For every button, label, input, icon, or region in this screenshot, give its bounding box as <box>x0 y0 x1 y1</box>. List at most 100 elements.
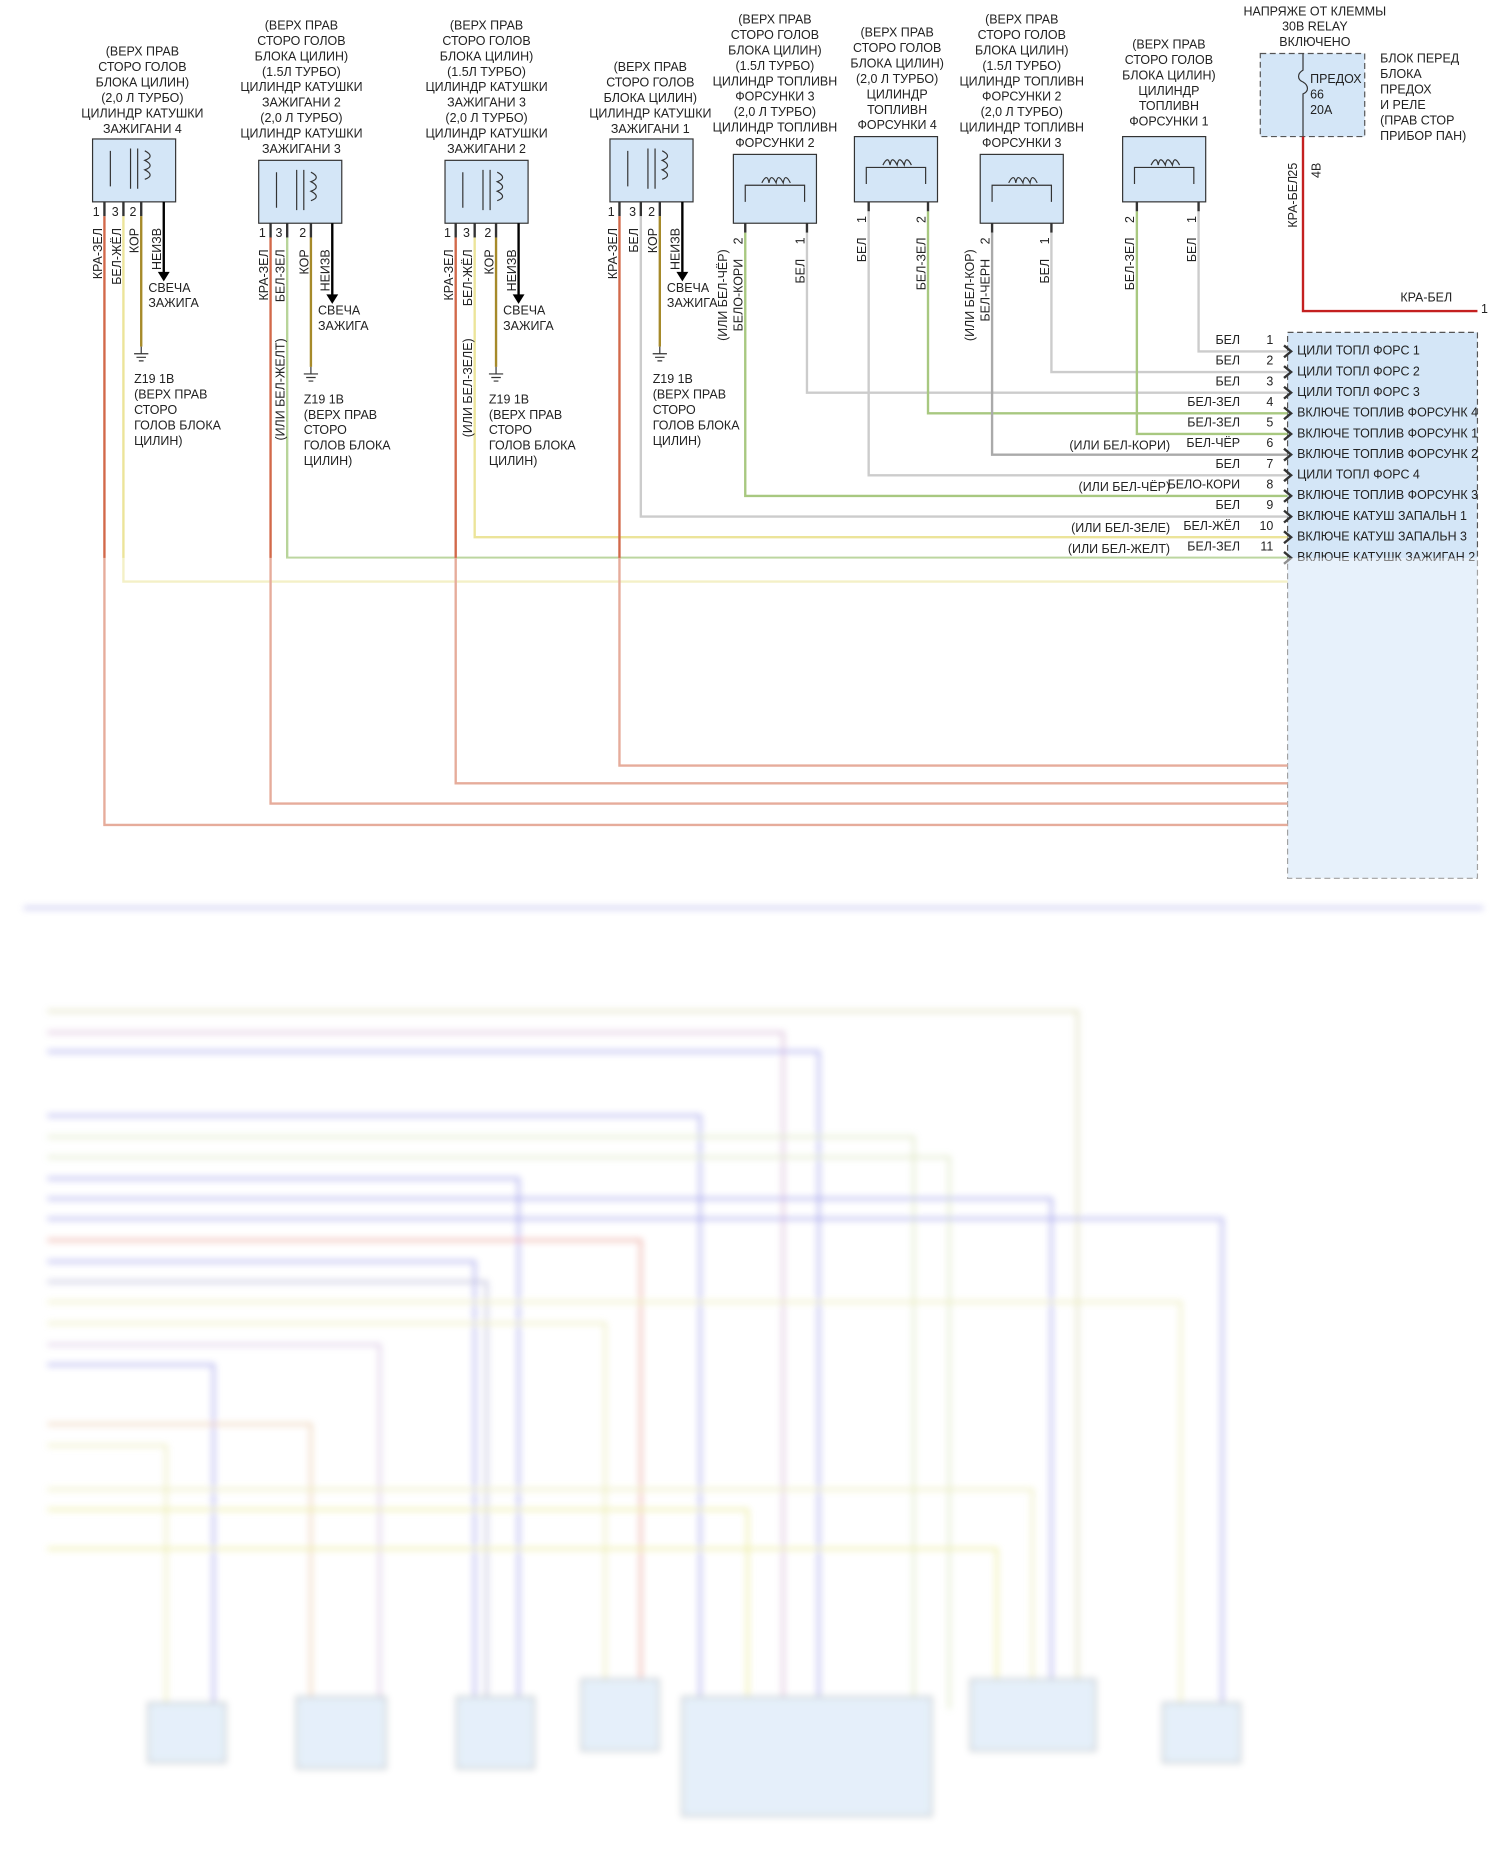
wire <box>122 216 1288 583</box>
injector-label: ЦИЛИНДР ТОПЛИВН <box>713 121 838 135</box>
injector-label: (2,0 Л ТУРБО) <box>734 105 816 119</box>
ecu-wire-label: БЕЛ <box>1215 498 1240 512</box>
coil-label: СТОРО ГОЛОВ <box>98 60 186 74</box>
injector-label: (2,0 Л ТУРБО) <box>856 72 938 86</box>
fuse-symbol <box>1297 53 1309 137</box>
coil-pin-number: 3 <box>112 205 119 219</box>
wire <box>47 1135 915 1709</box>
coil-label: СТОРО ГОЛОВ <box>257 34 345 48</box>
coil-symbol <box>109 148 151 189</box>
wire <box>47 1444 168 1709</box>
injector-label: ФОРСУНКИ 3 <box>982 136 1061 150</box>
ecu-pin-number: 11 <box>1260 539 1273 553</box>
ground-label: (ВЕРХ ПРАВ <box>134 388 207 402</box>
wire <box>473 237 1288 539</box>
coil-pin-number: 2 <box>130 205 137 219</box>
injector-box <box>853 135 939 203</box>
ground-label: (ВЕРХ ПРАВ <box>653 388 726 402</box>
coil-box <box>444 159 529 224</box>
ecu-pin-name: ВКЛЮЧЕ КАТУШ ЗАПАЛЬН 3 <box>1297 530 1467 544</box>
injector-symbol <box>991 176 1053 202</box>
ecu-pin-number: 7 <box>1266 457 1273 471</box>
ecu-pin-number: 8 <box>1266 478 1273 492</box>
connector-mark <box>1283 427 1293 441</box>
fuse-block-label: (ПРАВ СТОР <box>1380 113 1454 127</box>
ground-symbol <box>652 346 667 362</box>
wire <box>47 1031 785 1709</box>
wire-label: БЕЛ-ЗЕЛ <box>914 237 928 290</box>
wire-label: НЕИЗВ <box>319 249 333 291</box>
blurred-area <box>23 906 1484 1817</box>
ecu-pin-name: ЦИЛИ ТОПЛ ФОРС 2 <box>1297 364 1420 378</box>
injector-label: СТОРО ГОЛОВ <box>978 28 1066 42</box>
ground-label: Z19 1В <box>489 392 529 406</box>
wire-label: БЕЛ <box>627 228 641 253</box>
injector-label: (ВЕРХ ПРАВ <box>738 13 811 27</box>
wire-label: НЕИЗВ <box>669 228 683 270</box>
ground-label: (ВЕРХ ПРАВ <box>304 408 377 422</box>
coil-pin-number: 2 <box>299 226 306 240</box>
ecu-pin-number: 6 <box>1266 436 1273 450</box>
wire-label: КРА-БЕЛ <box>1400 290 1452 304</box>
injector-label: ЦИЛИНДР ТОПЛИВН <box>959 121 1084 135</box>
spark-label: СВЕЧА <box>318 303 361 317</box>
fuse-pin-number: 4В <box>1310 163 1324 178</box>
ecu-wire-label: БЕЛ <box>1215 374 1240 388</box>
ecu-pin-name: ВКЛЮЧЕ ТОПЛИВ ФОРСУНК 2 <box>1297 447 1478 461</box>
wire <box>47 1239 643 1709</box>
ground-label: СТОРО <box>653 403 696 417</box>
wire-label: КОР <box>482 249 496 274</box>
wire-label: КРА-ЗЕЛ <box>606 228 620 279</box>
ecu-pin-name: ВКЛЮЧЕ КАТУШ ЗАПАЛЬН 1 <box>1297 509 1467 523</box>
ecu-wire-label: БЕЛ <box>1215 333 1240 347</box>
coil-pin-number: 3 <box>463 226 470 240</box>
fuse-name: 66 <box>1310 87 1324 101</box>
coil-label: (1.5Л ТУРБО) <box>262 65 341 79</box>
injector-label: БЛОКА ЦИЛИН) <box>1122 68 1215 82</box>
coil-box <box>91 138 177 203</box>
coil-label: ЦИЛИНДР КАТУШКИ <box>81 106 203 120</box>
component-box <box>580 1678 660 1752</box>
coil-label: (ВЕРХ ПРАВ <box>614 60 687 74</box>
component-box <box>1162 1702 1241 1763</box>
connector-mark <box>1283 406 1293 421</box>
injector-pin-number: 1 <box>793 237 807 244</box>
arrow-head <box>157 271 170 282</box>
wire <box>47 1343 381 1709</box>
wire <box>1050 232 1288 374</box>
ground-label: ГОЛОВ БЛОКА <box>134 418 222 432</box>
ecu-wire-label: БЕЛ-ЖЁЛ <box>1183 519 1240 533</box>
coil-symbol <box>462 169 504 211</box>
component-box <box>970 1678 1096 1752</box>
wire-label: КРА-БЕЛ <box>1286 176 1300 228</box>
wire-note: (ИЛИ БЕЛ-ЖЕЛТ) <box>274 338 288 440</box>
injector-box <box>979 153 1064 224</box>
wire <box>47 1260 476 1709</box>
wire-label: БЕЛ <box>1185 237 1199 262</box>
ground-label: ЦИЛИН) <box>489 454 537 468</box>
ecu-pin-number: 9 <box>1266 498 1273 512</box>
wire <box>47 1422 313 1709</box>
injector-label: ФОРСУНКИ 2 <box>735 136 814 150</box>
wire-label: БЕЛ-ЖЁЛ <box>461 249 475 306</box>
coil-label: (2,0 Л ТУРБО) <box>260 111 342 125</box>
coil-pin-number: 2 <box>648 205 655 219</box>
ecu-wire-label: БЕЛ <box>1215 457 1240 471</box>
wire-label: БЕЛ <box>793 259 807 284</box>
wire-label: КРА-ЗЕЛ <box>91 228 105 279</box>
ground-label: Z19 1В <box>304 392 344 406</box>
coil-label: СТОРО ГОЛОВ <box>606 75 694 89</box>
wire-label: КОР <box>128 228 142 253</box>
wire-label: БЕЛ-ЗЕЛ <box>1123 237 1137 290</box>
connector-mark <box>1283 385 1293 400</box>
wire <box>47 1155 951 1709</box>
wire <box>47 1363 215 1709</box>
coil-label: ЗАЖИГАНИ 2 <box>262 96 341 110</box>
connector-mark <box>1283 344 1293 359</box>
injector-label: (ВЕРХ ПРАВ <box>860 26 933 40</box>
coil-symbol <box>275 169 317 211</box>
injector-label: (ВЕРХ ПРАВ <box>1132 38 1205 52</box>
ecu-pin-name: ЦИЛИ ТОПЛ ФОРС 4 <box>1297 468 1420 482</box>
wire-note: (ИЛИ БЕЛ-КОР) <box>963 249 977 341</box>
